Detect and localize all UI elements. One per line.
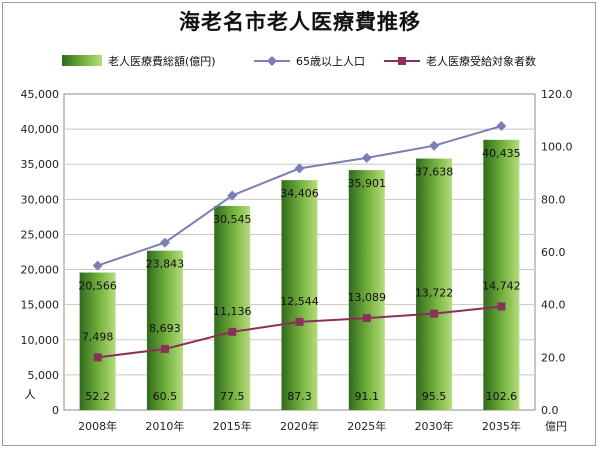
bar xyxy=(348,170,385,410)
legend-label: 老人医療受給対象者数 xyxy=(426,54,536,68)
recipients-marker xyxy=(430,309,439,318)
cost-data-label: 77.5 xyxy=(220,390,245,403)
recipients-marker xyxy=(160,344,169,353)
recipients-data-label: 12,544 xyxy=(280,295,319,308)
bar xyxy=(281,180,318,410)
y-right-tick-label: 100.0 xyxy=(541,141,573,154)
population-data-label: 37,638 xyxy=(415,166,454,179)
recipients-data-label: 13,722 xyxy=(415,287,454,300)
bar xyxy=(416,158,453,410)
cost-data-label: 102.6 xyxy=(486,390,518,403)
population-marker xyxy=(159,237,170,248)
y-left-tick-label: 25,000 xyxy=(21,228,60,241)
y-left-unit: 人 xyxy=(25,388,36,401)
legend-swatch-bar xyxy=(62,55,102,66)
legend-label: 老人医療費総額(億円) xyxy=(108,54,216,68)
legend-label: 65歳以上人口 xyxy=(296,55,365,68)
x-tick-label: 2020年 xyxy=(280,419,319,433)
y-right-tick-label: 20.0 xyxy=(541,351,566,364)
population-data-label: 35,901 xyxy=(348,177,387,190)
bar xyxy=(214,205,251,410)
recipients-marker xyxy=(228,327,237,336)
recipients-data-label: 8,693 xyxy=(149,322,181,335)
x-tick-label: 2010年 xyxy=(145,419,184,433)
y-right-unit: 億円 xyxy=(545,420,567,433)
y-right-tick-label: 40.0 xyxy=(541,299,566,312)
cost-data-label: 91.1 xyxy=(355,390,380,403)
recipients-marker xyxy=(93,353,102,362)
population-data-label: 34,406 xyxy=(280,187,319,200)
cost-data-label: 60.5 xyxy=(153,390,178,403)
population-data-label: 30,545 xyxy=(213,213,252,226)
y-left-tick-label: 0 xyxy=(52,404,59,417)
y-left-tick-label: 20,000 xyxy=(21,264,60,277)
population-data-label: 40,435 xyxy=(482,147,521,160)
y-right-tick-label: 0.0 xyxy=(541,404,559,417)
data-labels: 20,566 23,843 30,545 34,406 35,901 37,638 40,4… xyxy=(78,147,520,403)
population-marker xyxy=(496,121,507,132)
y-right-tick-label: 60.0 xyxy=(541,246,566,259)
line-series xyxy=(92,121,507,362)
population-marker xyxy=(227,190,238,201)
axes: 0 5,000 10,000 15,000 20,000 25,000 30,000 35,0… xyxy=(21,88,573,433)
population-marker xyxy=(294,163,305,174)
recipients-marker xyxy=(362,314,371,323)
recipients-data-label: 14,742 xyxy=(482,279,521,292)
y-right-tick-label: 80.0 xyxy=(541,193,566,206)
bar-series xyxy=(79,139,520,410)
y-right-tick-label: 120.0 xyxy=(541,88,573,101)
x-tick-label: 2015年 xyxy=(213,419,252,433)
y-left-tick-label: 10,000 xyxy=(21,334,60,347)
x-tick-label: 2008年 xyxy=(78,419,117,433)
recipients-data-label: 7,498 xyxy=(82,330,114,343)
recipients-marker xyxy=(497,302,506,311)
y-left-tick-label: 15,000 xyxy=(21,299,60,312)
cost-data-label: 87.3 xyxy=(287,390,312,403)
recipients-data-label: 13,089 xyxy=(348,291,387,304)
population-marker xyxy=(361,152,372,163)
legend-marker-diamond xyxy=(267,56,277,66)
cost-data-label: 52.2 xyxy=(85,390,110,403)
y-left-tick-label: 40,000 xyxy=(21,123,60,136)
cost-data-label: 95.5 xyxy=(422,390,447,403)
y-left-tick-label: 5,000 xyxy=(28,369,60,382)
bar xyxy=(146,250,183,410)
recipients-data-label: 11,136 xyxy=(213,305,252,318)
bar xyxy=(79,272,116,410)
population-marker xyxy=(429,140,440,151)
recipients-marker xyxy=(295,317,304,326)
legend: 老人医療費総額(億円) 65歳以上人口 老人医療受給対象者数 xyxy=(62,54,536,68)
bar xyxy=(483,139,520,410)
legend-marker-square xyxy=(398,57,406,65)
chart-title: 海老名市老人医療費推移 xyxy=(179,10,421,34)
y-left-tick-label: 30,000 xyxy=(21,193,60,206)
population-data-label: 23,843 xyxy=(146,258,185,271)
x-tick-label: 2025年 xyxy=(347,419,386,433)
population-marker xyxy=(92,260,103,271)
x-tick-label: 2035年 xyxy=(482,419,521,433)
population-data-label: 20,566 xyxy=(78,280,117,293)
y-left-tick-label: 35,000 xyxy=(21,158,60,171)
x-tick-label: 2030年 xyxy=(415,419,454,433)
y-left-tick-label: 45,000 xyxy=(21,88,60,101)
